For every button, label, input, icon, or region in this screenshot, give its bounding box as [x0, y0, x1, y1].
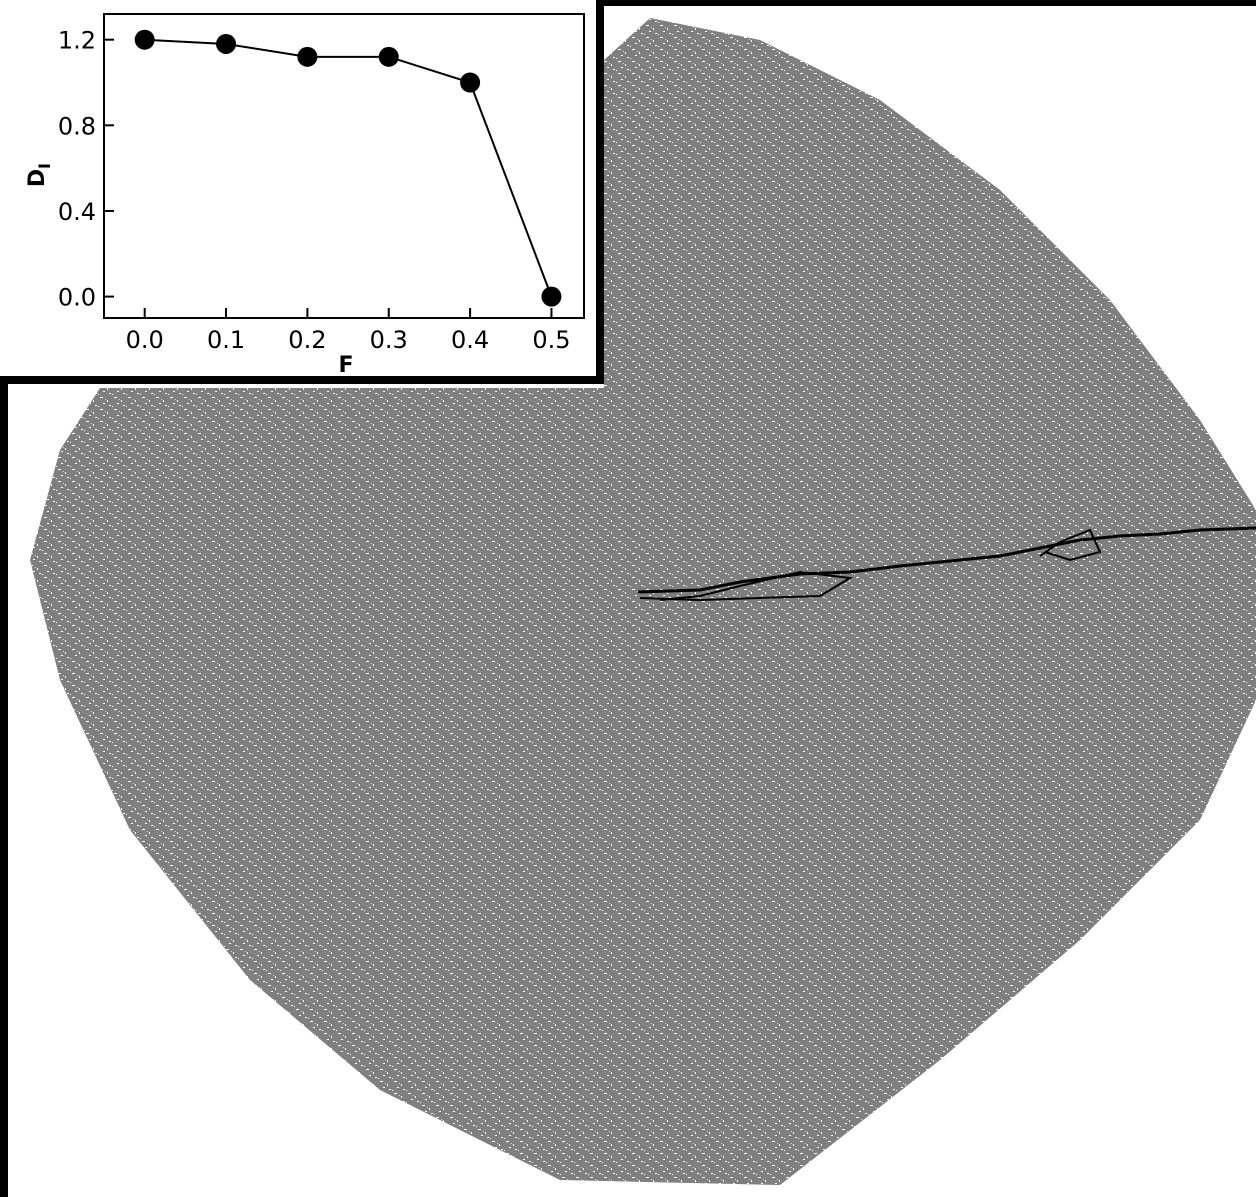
data-point — [134, 29, 155, 50]
x-tick-label: 0.1 — [207, 326, 245, 354]
x-tick-label: 0.2 — [288, 326, 326, 354]
y-tick-label: 0.8 — [58, 112, 96, 140]
inset-chart-svg: 0.0 0.4 0.8 1.2 0.0 0.1 0.2 0.3 0.4 0.5 F D I — [25, 13, 585, 376]
y-tick-label: 0.4 — [58, 198, 96, 226]
growth-path — [637, 526, 1256, 594]
x-tick-label: 0.5 — [532, 326, 570, 354]
y-tick-label: 0.0 — [58, 284, 96, 312]
y-axis-label-subscript: I — [35, 163, 54, 169]
data-point — [378, 46, 399, 67]
inset-chart: 0.0 0.4 0.8 1.2 0.0 0.1 0.2 0.3 0.4 0.5 F D I — [0, 0, 604, 384]
x-axis-label: F — [338, 353, 353, 376]
plot-area-frame — [103, 13, 585, 319]
data-point — [297, 46, 318, 67]
x-tick-label: 0.0 — [126, 326, 164, 354]
data-point — [460, 72, 481, 93]
y-tick-label: 1.2 — [58, 27, 96, 55]
data-point — [541, 286, 562, 307]
y-axis-label: D — [25, 169, 50, 187]
x-tick-label: 0.3 — [370, 326, 408, 354]
growth-path-loop — [639, 570, 854, 602]
series-line — [144, 38, 553, 297]
x-tick-label: 0.4 — [451, 326, 489, 354]
data-point — [216, 33, 237, 54]
growth-path-loop-2 — [1039, 528, 1102, 562]
cluster-shape — [30, 18, 1256, 1185]
